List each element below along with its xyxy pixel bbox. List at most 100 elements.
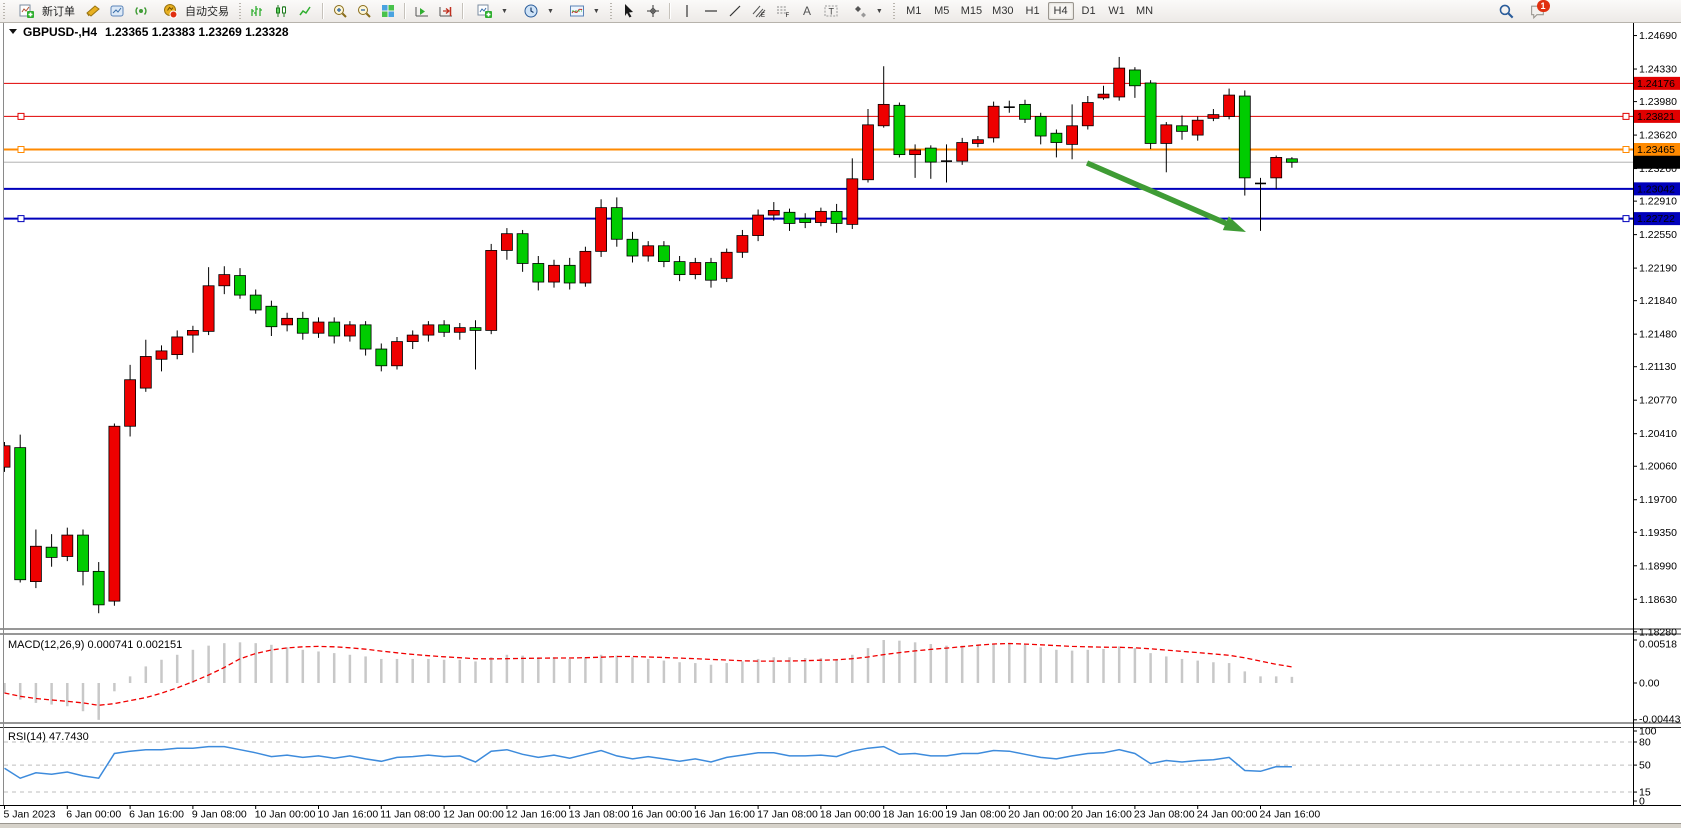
trend-arrow-annotation[interactable]: [1085, 160, 1229, 227]
candle-up: [689, 262, 702, 276]
candle-up: [186, 330, 199, 336]
candle-down: [1238, 95, 1251, 179]
auto-scroll-icon[interactable]: [411, 1, 433, 21]
timeframe-d1[interactable]: D1: [1076, 2, 1102, 20]
bar-chart-icon[interactable]: [247, 1, 269, 21]
line-chart-icon[interactable]: [295, 1, 317, 21]
timeframe-h1[interactable]: H1: [1020, 2, 1046, 20]
periods-button[interactable]: ▼: [515, 1, 559, 21]
candle-up: [1207, 114, 1220, 119]
rsi-axis-label: 50: [1639, 760, 1651, 772]
price-tick-label: 1.20060: [1639, 461, 1677, 473]
candle-up: [1191, 119, 1204, 136]
time-tick-label: 24 Jan 16:00: [1260, 809, 1321, 821]
cursor-icon[interactable]: [618, 1, 640, 21]
ohlc-values: 1.23365 1.23383 1.23269 1.23328: [105, 25, 289, 39]
candle-up: [972, 139, 984, 144]
candle-down: [234, 275, 246, 296]
price-tick-label: 1.20770: [1639, 395, 1677, 407]
svg-text:A: A: [803, 4, 811, 18]
price-tick-label: 1.23620: [1639, 130, 1677, 142]
candle-up: [4, 445, 11, 468]
zoom-out-icon[interactable]: [353, 1, 375, 21]
timeframe-m30[interactable]: M30: [988, 2, 1017, 20]
price-tick-label: 1.18280: [1639, 626, 1677, 638]
time-tick-label: 6 Jan 00:00: [66, 809, 121, 821]
price-tick-label: 1.21480: [1639, 329, 1677, 341]
timeframe-m5[interactable]: M5: [929, 2, 955, 20]
auto-trading-icon: [159, 1, 181, 21]
tile-windows-icon[interactable]: [377, 1, 399, 21]
timeframe-m1[interactable]: M1: [901, 2, 927, 20]
candle-up: [500, 233, 513, 251]
candle-down: [893, 104, 906, 156]
timeframe-m15[interactable]: M15: [957, 2, 986, 20]
chart-window-icon[interactable]: [106, 1, 128, 21]
hline-anchor[interactable]: [17, 146, 25, 153]
arrows-button[interactable]: ▼: [844, 1, 888, 21]
time-tick-label: 10 Jan 00:00: [255, 809, 316, 821]
candlestick-chart-icon[interactable]: [271, 1, 293, 21]
candle-up: [29, 545, 42, 582]
chart-shift-icon[interactable]: [435, 1, 457, 21]
hline-anchor[interactable]: [17, 112, 25, 120]
toolbar-grip[interactable]: [891, 3, 897, 19]
time-tick-label: 12 Jan 00:00: [443, 809, 504, 821]
toolbar-grip[interactable]: [2, 3, 7, 19]
toolbar-grip[interactable]: [238, 3, 243, 19]
rsi-line: [4, 745, 1292, 780]
candle-down: [830, 210, 843, 224]
toolbar-grip[interactable]: [608, 3, 614, 19]
price-tick-label: 1.22550: [1639, 229, 1677, 241]
candle-up: [202, 285, 215, 332]
candle-up: [155, 350, 168, 360]
signal-icon[interactable]: [130, 1, 152, 21]
notifications-icon[interactable]: 1: [1527, 0, 1550, 21]
text-label-icon[interactable]: T: [820, 1, 842, 21]
crosshair-icon[interactable]: [642, 1, 664, 21]
candle-down: [673, 261, 686, 276]
timeframe-w1[interactable]: W1: [1104, 2, 1130, 20]
hline-anchor[interactable]: [17, 215, 25, 223]
time-tick-label: 10 Jan 16:00: [318, 809, 379, 821]
template-icon: [566, 1, 588, 21]
candle-down: [1019, 103, 1031, 120]
hline-anchor[interactable]: [1622, 215, 1630, 223]
time-tick-label: 23 Jan 08:00: [1134, 809, 1195, 821]
price-badge: 1.23042: [1634, 182, 1680, 196]
candle-down: [375, 348, 388, 367]
templates-button[interactable]: ▼: [561, 1, 605, 21]
macd-label: MACD(12,26,9) 0.000741 0.002151: [8, 639, 182, 651]
candle-up: [453, 327, 466, 333]
time-tick-label: 5 Jan 2023: [4, 809, 56, 821]
candle-down: [249, 294, 262, 311]
price-tick-label: 1.19700: [1639, 494, 1677, 506]
new-chart-button[interactable]: ▼: [469, 1, 513, 21]
trend-arrow-head[interactable]: [1222, 216, 1246, 232]
hline-anchor[interactable]: [1622, 146, 1630, 153]
market-watch-icon[interactable]: [82, 1, 104, 21]
timeframe-mn[interactable]: MN: [1132, 2, 1158, 20]
text-icon[interactable]: A: [796, 1, 818, 21]
svg-text:1.23821: 1.23821: [1637, 111, 1675, 123]
price-badge: 1.23465: [1634, 143, 1680, 156]
new-order-button[interactable]: 新订单: [11, 1, 80, 21]
channel-icon[interactable]: E: [748, 1, 770, 21]
timeframe-h4[interactable]: H4: [1047, 2, 1074, 20]
fibonacci-icon[interactable]: F: [772, 1, 794, 21]
ohlc-collapse-icon[interactable]: [9, 29, 17, 34]
horizontal-line-icon[interactable]: [700, 1, 722, 21]
time-tick-label: 9 Jan 08:00: [192, 809, 247, 821]
search-icon[interactable]: [1495, 1, 1517, 21]
hline-anchor[interactable]: [1622, 112, 1630, 120]
trendline-icon[interactable]: [724, 1, 746, 21]
auto-trading-button[interactable]: 自动交易: [154, 1, 234, 21]
candle-down: [924, 147, 937, 163]
candle-up: [61, 534, 74, 557]
candle-up: [1081, 102, 1094, 127]
zoom-in-icon[interactable]: [329, 1, 351, 21]
vertical-line-icon[interactable]: [676, 1, 698, 21]
candle-up: [171, 336, 184, 356]
